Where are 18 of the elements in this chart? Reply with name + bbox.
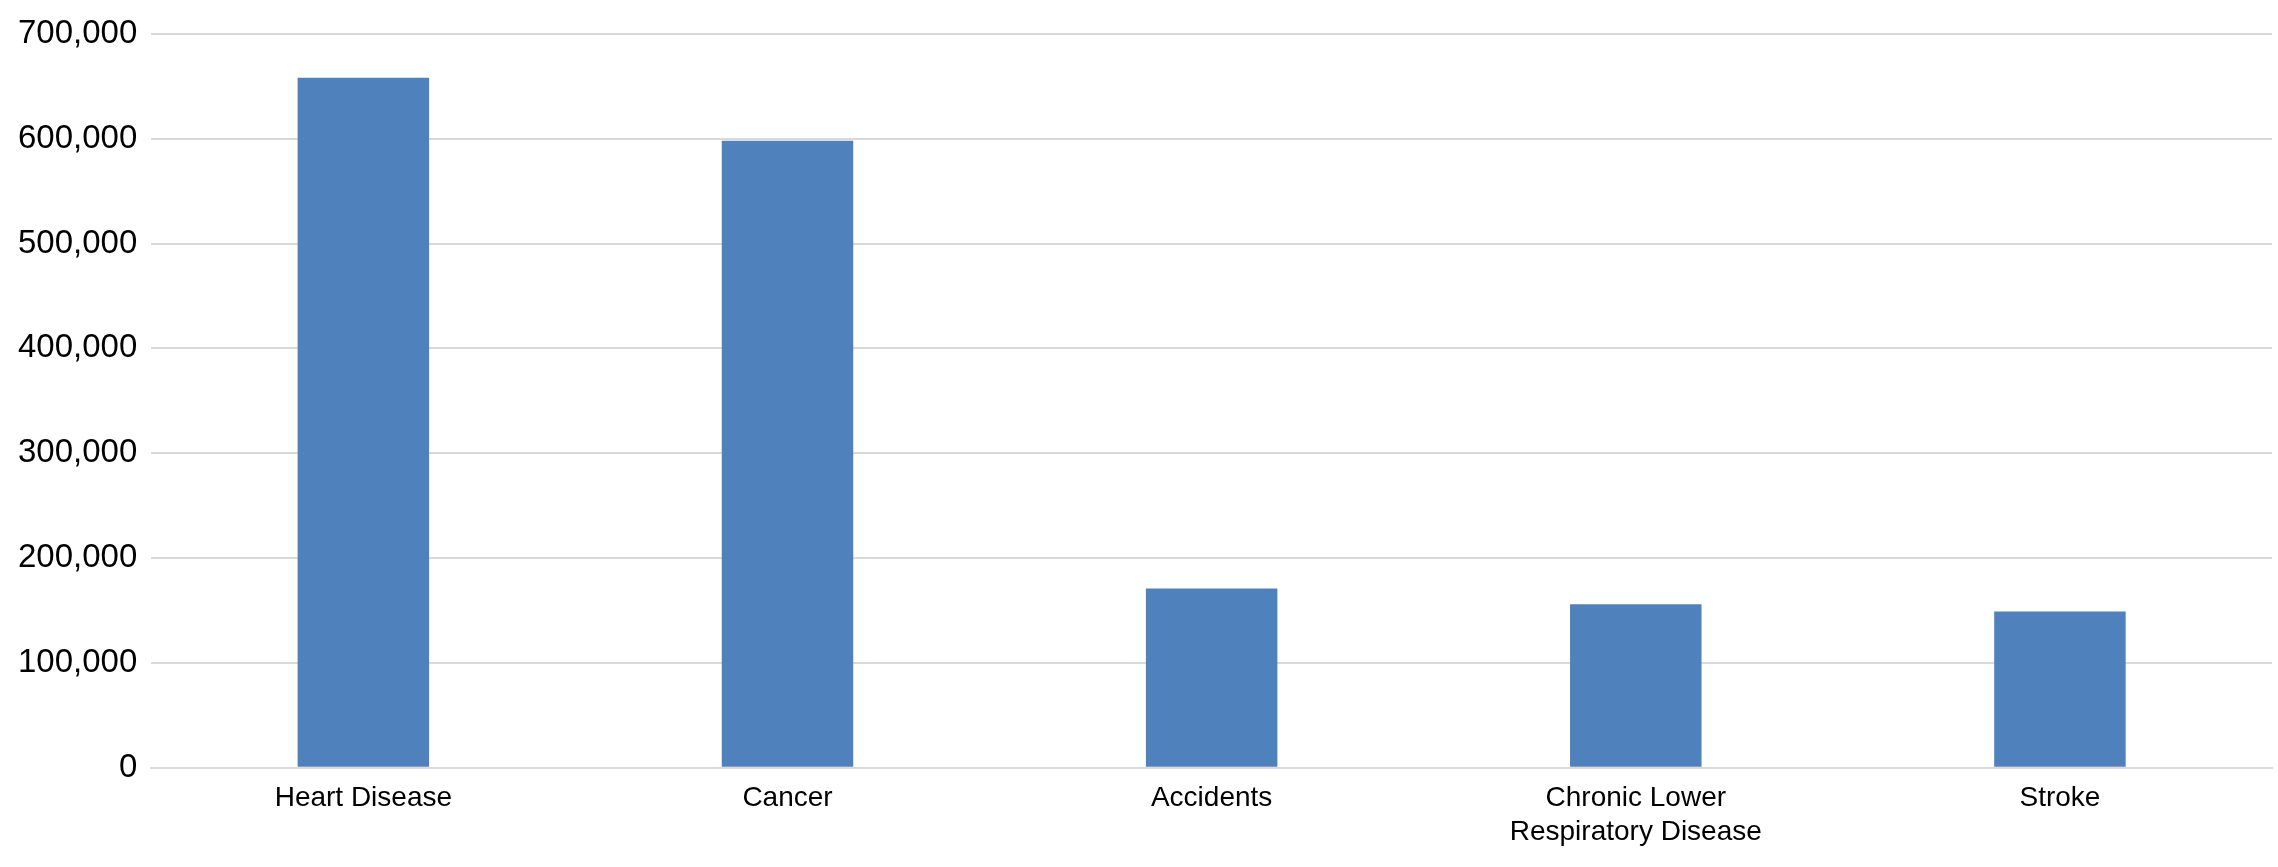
bar: [1570, 604, 1702, 767]
y-tick-label: 700,000: [17, 12, 138, 50]
x-tick-label: Stroke: [2019, 781, 2101, 813]
y-tick-label: 0: [118, 746, 138, 784]
x-tick-label: Cancer: [742, 781, 833, 813]
bar: [1145, 588, 1278, 767]
x-tick-label: Accidents: [1150, 781, 1273, 813]
bar: [721, 140, 854, 767]
y-tick-label: 500,000: [17, 222, 138, 260]
y-tick-label: 300,000: [17, 432, 138, 470]
bar: [297, 77, 430, 767]
y-tick-label: 100,000: [17, 642, 138, 680]
y-tick-label: 200,000: [17, 537, 138, 575]
y-tick-label: 600,000: [17, 117, 138, 155]
x-tick-label: Heart Disease: [274, 781, 453, 813]
x-tick-label: Chronic Lower Respiratory Disease: [1509, 781, 1762, 846]
y-tick-label: 400,000: [17, 327, 138, 365]
bar: [1994, 611, 2126, 767]
